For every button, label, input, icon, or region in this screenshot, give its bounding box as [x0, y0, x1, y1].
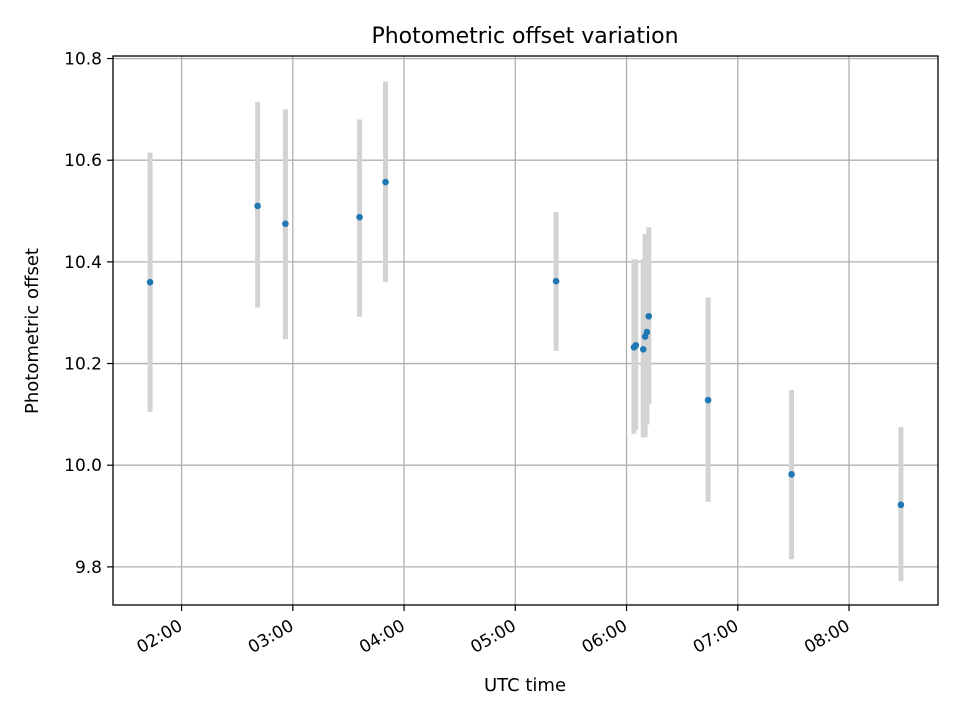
x-axis-label: UTC time [484, 675, 566, 696]
points [146, 178, 905, 509]
y-tick-label: 10.8 [64, 50, 102, 70]
grid [113, 56, 938, 605]
data-point [788, 471, 795, 478]
data-point [645, 312, 653, 320]
y-tick-label: 10.2 [64, 355, 102, 375]
data-point [356, 213, 363, 221]
data-point [632, 341, 640, 349]
data-point [897, 501, 905, 509]
y-axis-ticks: 9.8 10.0 10.2 10.4 10.6 10.8 [64, 50, 113, 578]
data-point [643, 328, 651, 336]
data-point [552, 277, 560, 285]
data-point [282, 220, 289, 228]
y-tick-label: 10.0 [64, 456, 102, 476]
data-point [639, 346, 647, 353]
data-point [382, 178, 389, 186]
chart-title: Photometric offset variation [371, 24, 678, 49]
data-point [254, 202, 261, 210]
y-tick-label: 9.8 [75, 558, 102, 578]
y-axis-label: Photometric offset [22, 248, 43, 414]
y-tick-label: 10.6 [64, 151, 102, 171]
data-point [146, 278, 154, 286]
data-point [704, 396, 712, 404]
y-tick-label: 10.4 [64, 253, 102, 273]
axes-frame [112, 55, 939, 606]
